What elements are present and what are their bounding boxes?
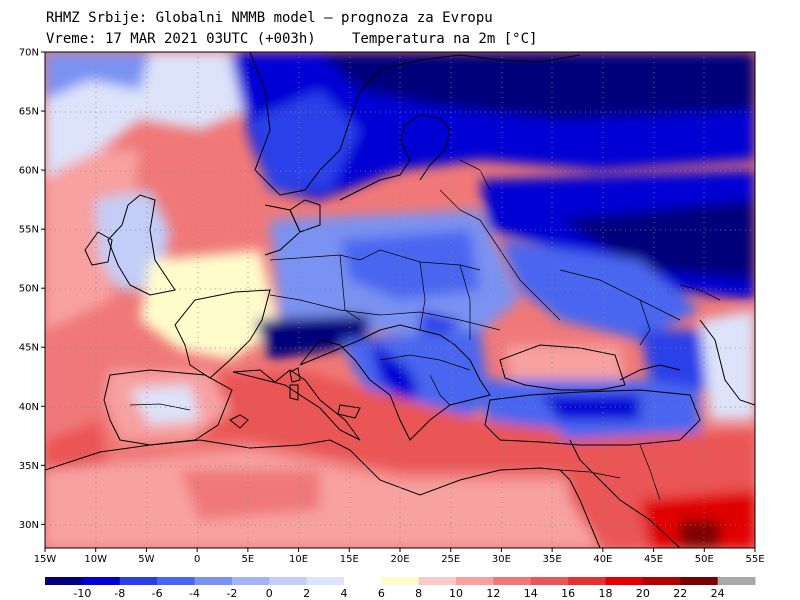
graticule <box>45 52 755 548</box>
lon-label: 5E <box>242 554 255 565</box>
coastlines <box>45 52 755 548</box>
colorbar-label: 22 <box>673 587 687 600</box>
lat-label: 40N <box>19 402 39 413</box>
colorbar-swatch <box>605 577 644 585</box>
colorbar-label: 8 <box>415 587 422 600</box>
chart-title: RHMZ Srbije: Globalni NMMB model — progn… <box>46 10 493 26</box>
colorbar-label: -2 <box>226 587 237 600</box>
forecast-time: Vreme: 17 MAR 2021 03UTC (+003h) <box>46 31 316 47</box>
colorbar-label: 2 <box>303 587 310 600</box>
colorbar-swatch <box>269 577 308 585</box>
colorbar-swatch <box>157 577 195 585</box>
lat-label: 65N <box>19 107 39 118</box>
colorbar-label: 0 <box>266 587 273 600</box>
colorbar-swatch <box>530 577 569 585</box>
colorbar: -10 -8 -6 -4 -2 0 2 4 6 8 10 12 14 16 18 20 22 24 <box>45 577 756 600</box>
lat-label: 55N <box>19 225 39 236</box>
colorbar-label: 10 <box>449 587 463 600</box>
variable-label: Temperatura na 2m [°C] <box>352 31 538 47</box>
colorbar-label: -6 <box>152 587 163 600</box>
colorbar-label: 12 <box>486 587 500 600</box>
lat-label: 60N <box>19 166 39 177</box>
colorbar-label: 14 <box>524 587 538 600</box>
colorbar-swatch <box>568 577 607 585</box>
lon-label: 5W <box>138 554 154 565</box>
lat-label: 35N <box>19 461 39 472</box>
lat-label: 30N <box>19 520 39 531</box>
colorbar-label: 18 <box>599 587 613 600</box>
colorbar-swatch <box>456 577 494 585</box>
lon-label: 55E <box>745 554 764 565</box>
colorbar-label: 24 <box>711 587 725 600</box>
lon-label: 20E <box>390 554 409 565</box>
lon-label: 50E <box>695 554 714 565</box>
lon-label: 45E <box>644 554 663 565</box>
colorbar-label: -8 <box>114 587 125 600</box>
colorbar-swatch <box>82 577 121 585</box>
colorbar-label: 4 <box>340 587 347 600</box>
lon-label: 15E <box>340 554 359 565</box>
colorbar-swatch <box>493 577 532 585</box>
lon-label: 25E <box>441 554 460 565</box>
lat-label: 70N <box>19 48 39 59</box>
colorbar-label: 6 <box>378 587 385 600</box>
colorbar-swatch <box>343 577 382 585</box>
lon-label: 10W <box>84 554 107 565</box>
colorbar-label: -4 <box>189 587 200 600</box>
colorbar-swatch <box>306 577 345 585</box>
colorbar-swatch <box>418 577 457 585</box>
lon-label: 30E <box>492 554 511 565</box>
colorbar-swatch <box>45 577 83 585</box>
lat-label: 45N <box>19 343 39 354</box>
lat-label: 50N <box>19 284 39 295</box>
colorbar-swatch <box>642 577 681 585</box>
colorbar-label: 20 <box>636 587 650 600</box>
colorbar-label: -10 <box>73 587 91 600</box>
lon-label: 15W <box>34 554 57 565</box>
lon-label: 0 <box>194 554 200 565</box>
colorbar-swatch <box>231 577 270 585</box>
colorbar-swatch <box>717 577 756 585</box>
colorbar-swatch <box>194 577 233 585</box>
temperature-field <box>45 52 755 548</box>
latitude-axis: 30N 35N 40N 45N 50N 55N 60N 65N 70N <box>19 48 45 531</box>
colorbar-swatch <box>680 577 719 585</box>
lon-label: 40E <box>593 554 612 565</box>
colorbar-swatch <box>381 577 420 585</box>
country-borders <box>129 159 721 501</box>
lon-label: 10E <box>289 554 308 565</box>
colorbar-swatch <box>119 577 158 585</box>
colorbar-label: 16 <box>561 587 575 600</box>
lon-label: 35E <box>543 554 562 565</box>
longitude-axis: 15W 10W 5W 0 5E 10E 15E 20E 25E 30E 35E 40E 45E 50E 55… <box>34 548 765 565</box>
